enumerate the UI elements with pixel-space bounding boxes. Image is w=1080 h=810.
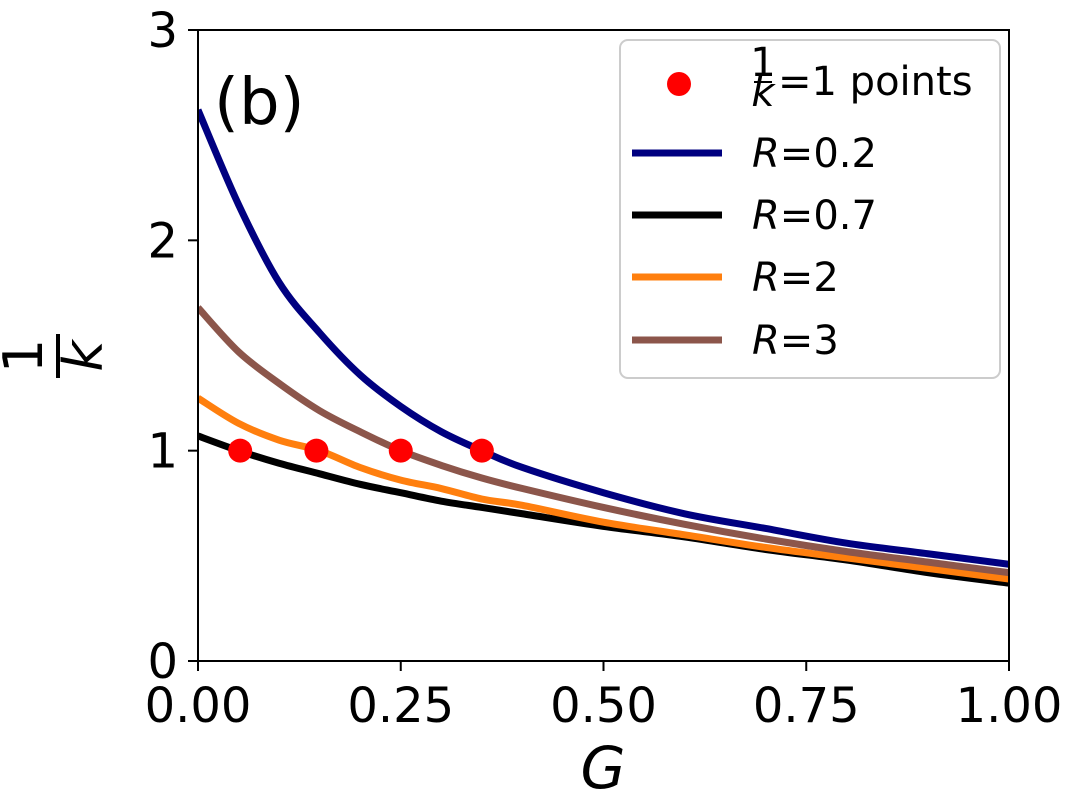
legend: 1 k =1 points R=0.2 R=0.7 R=2 R=3 — [619, 39, 1001, 379]
legend-label-r02: R=0.2 — [752, 131, 877, 177]
series-line-r-3 — [198, 305, 1009, 577]
legend-label-points-rest: =1 points — [778, 59, 973, 105]
legend-box — [619, 39, 1001, 379]
points-layer — [228, 438, 494, 463]
legend-label-r2-value: =2 — [780, 255, 839, 301]
x-tick-label-1.00: 1.00 — [956, 678, 1063, 734]
legend-label-points-frac-num: 1 — [750, 40, 775, 86]
legend-label-r3-var: R — [752, 318, 780, 364]
data-point-4 — [469, 438, 494, 463]
legend-marker-points — [667, 72, 691, 96]
panel-label: (b) — [214, 66, 305, 140]
data-point-1 — [228, 438, 253, 463]
x-tick-label-0.75: 0.75 — [753, 678, 860, 734]
legend-label-r2: R=2 — [752, 255, 839, 301]
y-tick-label-3: 3 — [147, 3, 178, 59]
data-point-3 — [388, 438, 413, 463]
tick-layer: 0.00 0.25 0.50 0.75 1.00 0 1 2 3 — [145, 3, 1063, 734]
legend-label-r07-var: R — [752, 193, 780, 239]
y-tick-label-0: 0 — [147, 634, 178, 690]
y-axis-title: 1 k — [0, 334, 115, 378]
legend-label-r07: R=0.7 — [752, 193, 877, 239]
legend-label-r3-value: =3 — [780, 318, 839, 364]
legend-label-r02-value: =0.2 — [780, 131, 877, 177]
legend-label-r2-var: R — [752, 255, 780, 301]
y-tick-label-2: 2 — [147, 213, 178, 269]
series-line-r-2 — [198, 395, 1009, 583]
x-axis-title: G — [581, 734, 626, 802]
y-axis-title-denominator: k — [52, 338, 115, 372]
legend-label-r3: R=3 — [752, 318, 839, 364]
x-tick-label-0.25: 0.25 — [347, 678, 454, 734]
legend-label-r07-value: =0.7 — [780, 193, 877, 239]
x-tick-label-0.50: 0.50 — [550, 678, 657, 734]
data-point-2 — [304, 438, 329, 463]
y-axis-title-numerator: 1 — [0, 339, 55, 373]
y-tick-label-1: 1 — [147, 424, 178, 480]
x-tick-label-0.00: 0.00 — [145, 678, 252, 734]
legend-label-r02-var: R — [752, 131, 780, 177]
legend-label-points-frac-den: k — [751, 70, 776, 116]
